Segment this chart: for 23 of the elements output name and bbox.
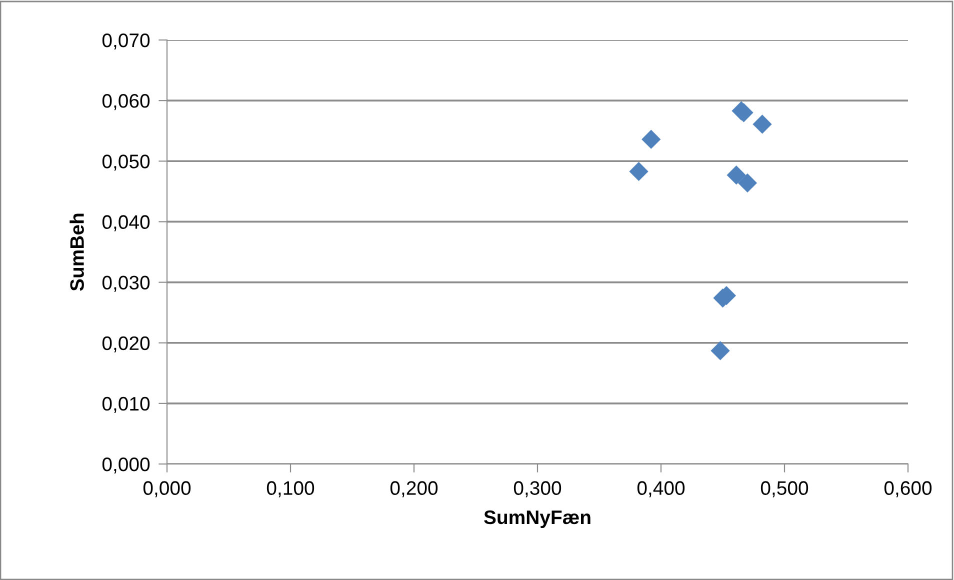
- y-tick-label: 0,010: [102, 396, 150, 413]
- point: [738, 173, 758, 193]
- x-tick-label: 0,200: [390, 481, 438, 498]
- x-tick-label: 0,100: [266, 481, 314, 498]
- y-axis-title: SumBeh: [70, 214, 84, 291]
- y-tick-label: 0,070: [102, 33, 150, 50]
- x-tick-label: 0,500: [760, 481, 808, 498]
- y-tick-label: 0,000: [102, 457, 150, 474]
- x-tick-label: 0,300: [514, 481, 562, 498]
- y-tick-label: 0,020: [102, 336, 150, 352]
- x-tick-label: 0,400: [637, 481, 685, 498]
- point: [726, 166, 746, 185]
- x-axis-title: SumNyFæn: [484, 510, 590, 528]
- point: [642, 130, 661, 149]
- x-tick-label: 0,600: [884, 481, 932, 498]
- point: [629, 162, 648, 182]
- y-tick-label: 0,030: [102, 276, 150, 292]
- y-tick-label: 0,040: [102, 215, 150, 232]
- point: [710, 341, 730, 360]
- x-tick-label: 0,000: [143, 481, 191, 498]
- point: [752, 114, 772, 134]
- y-tick-label: 0,050: [102, 154, 150, 171]
- y-tick-label: 0,060: [102, 94, 150, 110]
